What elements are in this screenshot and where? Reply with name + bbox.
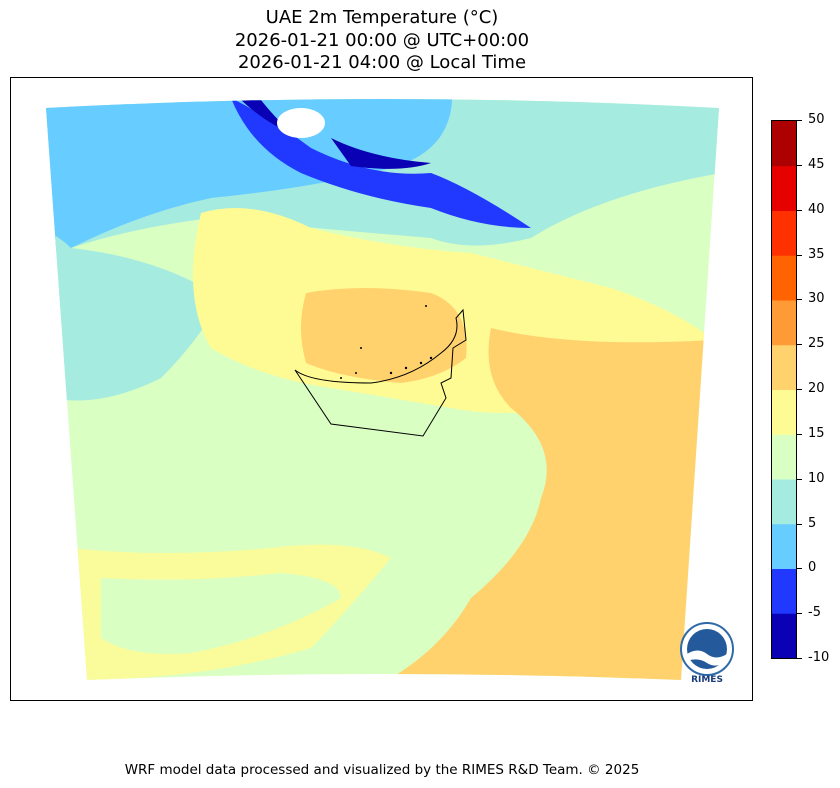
rimes-logo: RIMES xyxy=(676,621,738,689)
colorbar-fill xyxy=(772,121,796,658)
title-line-3: 2026-01-21 04:00 @ Local Time xyxy=(237,52,527,73)
field-sea-cold xyxy=(46,99,453,253)
field-cold-3 xyxy=(331,138,431,169)
field-warm-east xyxy=(341,328,711,680)
colorbar-tick xyxy=(797,479,802,480)
colorbar-tick-label: 25 xyxy=(808,336,825,351)
colorbar-tick-label: 50 xyxy=(808,112,825,127)
colorbar-segment xyxy=(772,121,796,167)
colorbar-tick-label: 45 xyxy=(808,157,825,172)
colorbar xyxy=(771,120,797,659)
colorbar-tick-label: 20 xyxy=(808,381,825,396)
rimes-emblem-icon xyxy=(680,622,734,676)
colorbar-tick xyxy=(797,524,802,525)
colorbar-tick-label: 15 xyxy=(808,426,825,441)
temperature-map xyxy=(46,99,719,680)
colorbar-segment xyxy=(772,523,796,569)
title-line-1: UAE 2m Temperature (°C) xyxy=(265,7,499,28)
field-west-lobe xyxy=(46,218,71,408)
colorbar-tick xyxy=(797,299,802,300)
colorbar-tick xyxy=(797,568,802,569)
colorbar-segment xyxy=(772,210,796,256)
colorbar-segment xyxy=(772,434,796,480)
colorbar-segment xyxy=(772,389,796,435)
rimes-logo-text: RIMES xyxy=(691,675,723,685)
colorbar-tick xyxy=(797,658,802,659)
field-cold-1 xyxy=(231,99,531,228)
colorbar-tick-label: -10 xyxy=(808,650,830,665)
colorbar-tick-label: 10 xyxy=(808,471,825,486)
colorbar-tick-label: -5 xyxy=(808,605,821,620)
colorbar-segment xyxy=(772,568,796,614)
uae-boundary xyxy=(294,308,467,437)
colorbar-segment xyxy=(772,300,796,346)
colorbar-tick xyxy=(797,165,802,166)
colorbar-segment xyxy=(772,613,796,658)
colorbar-tick xyxy=(797,389,802,390)
field-warm-interior xyxy=(301,288,467,383)
colorbar-tick-label: 35 xyxy=(808,247,825,262)
colorbar-tick-label: 40 xyxy=(808,202,825,217)
colorbar-tick xyxy=(797,120,802,121)
colorbar-tick xyxy=(797,613,802,614)
colorbar-tick xyxy=(797,344,802,345)
colorbar-segment xyxy=(772,344,796,390)
field-white-hole xyxy=(277,108,325,138)
islands xyxy=(340,305,433,379)
field-green-south xyxy=(101,573,341,654)
colorbar-tick xyxy=(797,210,802,211)
colorbar-segment xyxy=(772,479,796,525)
colorbar-tick-label: 5 xyxy=(808,516,817,531)
colorbar-tick xyxy=(797,255,802,256)
colorbar-tick-label: 0 xyxy=(808,560,817,575)
map-frame: RIMES xyxy=(10,77,753,701)
title-line-2: 2026-01-21 00:00 @ UTC+00:00 xyxy=(234,30,530,51)
colorbar-segment xyxy=(772,255,796,301)
colorbar-tick xyxy=(797,434,802,435)
footer-credit: WRF model data processed and visualized … xyxy=(124,762,640,778)
colorbar-tick-label: 30 xyxy=(808,291,825,306)
colorbar-segment xyxy=(772,165,796,211)
